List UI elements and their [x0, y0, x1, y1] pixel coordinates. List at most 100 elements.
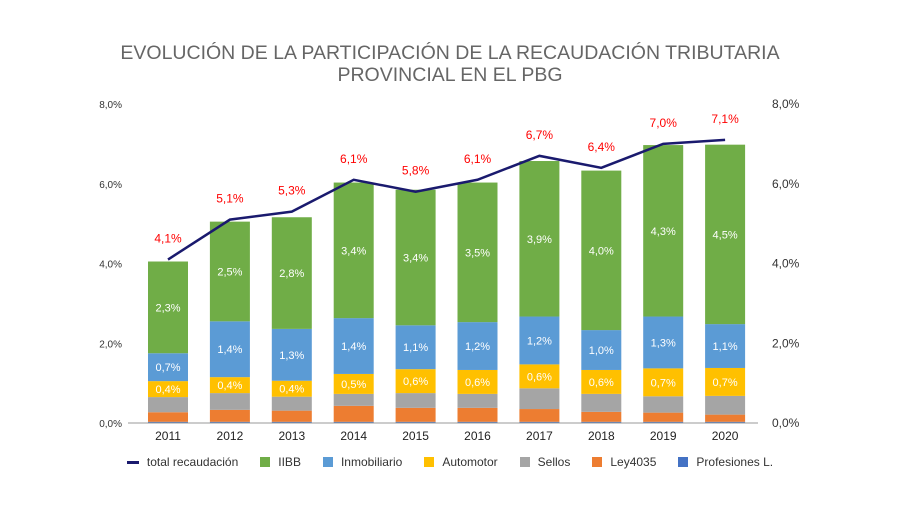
bar-automotor: [209, 377, 250, 394]
bar-profesiones-l-: [643, 421, 684, 423]
y-tick-left: 0,0%: [99, 419, 122, 430]
data-label: 1,4%: [217, 344, 242, 356]
bar-inmobiliario: [209, 321, 250, 378]
bar-iibb: [209, 221, 250, 322]
data-label: 3,5%: [465, 247, 490, 259]
x-tick: 2018: [588, 429, 615, 443]
data-label: 4,0%: [589, 245, 614, 257]
bar-profesiones-l-: [333, 421, 374, 423]
total-label: 6,1%: [340, 152, 368, 166]
data-label: 3,9%: [527, 234, 552, 246]
bar-ley4035: [457, 407, 498, 422]
y-tick-right: 6,0%: [772, 177, 800, 191]
bar-sellos: [457, 393, 498, 408]
bar-inmobiliario: [333, 318, 374, 374]
bar-automotor: [395, 369, 436, 394]
data-label: 0,6%: [465, 377, 490, 389]
data-label: 3,4%: [403, 253, 428, 265]
bar-ley4035: [333, 405, 374, 422]
y-tick-left: 8,0%: [99, 100, 122, 111]
bar-iibb: [581, 170, 622, 331]
legend-swatch: [126, 460, 139, 464]
legend-item: total recaudación: [126, 455, 238, 469]
legend-swatch: [322, 457, 333, 467]
legend-label: Inmobiliario: [340, 455, 403, 469]
bar-sellos: [395, 393, 436, 408]
data-label: 0,7%: [651, 377, 676, 389]
bar-automotor: [271, 380, 312, 397]
bar-ley4035: [271, 410, 312, 422]
bar-iibb: [519, 161, 560, 317]
legend-item: Sellos: [519, 455, 571, 469]
bar-iibb: [148, 261, 188, 354]
x-tick: 2017: [526, 429, 553, 443]
x-tick: 2016: [464, 429, 491, 443]
total-label: 6,7%: [526, 128, 554, 142]
x-tick: 2019: [650, 429, 677, 443]
data-label: 0,7%: [713, 377, 738, 389]
data-label: 1,2%: [527, 335, 552, 347]
legend-swatch: [592, 457, 603, 467]
bar-iibb: [271, 217, 312, 329]
total-label: 5,3%: [278, 184, 306, 198]
bar-iibb: [457, 182, 498, 323]
chart-title-line2: PROVINCIAL EN EL PBG: [337, 64, 563, 86]
bar-automotor: [643, 368, 684, 397]
bar-inmobiliario: [519, 316, 560, 365]
legend-swatch: [260, 457, 271, 467]
bar-ley4035: [148, 412, 188, 422]
legend-swatch: [424, 457, 435, 467]
bar-automotor: [705, 367, 746, 396]
bar-automotor: [333, 373, 374, 394]
bar-sellos: [271, 396, 312, 411]
bar-inmobiliario: [581, 330, 622, 370]
total-label: 7,0%: [650, 116, 678, 130]
legend-item: Inmobiliario: [322, 455, 403, 469]
legend-label: Profesiones L.: [696, 455, 774, 469]
bar-iibb: [395, 189, 436, 326]
bar-sellos: [209, 393, 250, 410]
bar-ley4035: [581, 411, 622, 422]
legend-item: Automotor: [424, 455, 498, 469]
legend-item: IIBB: [260, 455, 301, 469]
y-tick-left: 6,0%: [99, 180, 122, 191]
total-label: 6,1%: [464, 152, 492, 166]
legend-swatch: [519, 457, 530, 467]
data-label: 1,0%: [589, 345, 614, 357]
data-label: 0,4%: [279, 384, 304, 396]
legend-item: Ley4035: [592, 455, 656, 469]
data-label: 0,6%: [527, 371, 552, 383]
data-label: 0,6%: [403, 376, 428, 388]
y-tick-right: 0,0%: [772, 416, 800, 430]
data-label: 0,4%: [217, 380, 242, 392]
x-tick: 2015: [402, 429, 429, 443]
bar-inmobiliario: [271, 328, 312, 381]
bar-iibb: [705, 144, 746, 325]
data-label: 1,1%: [713, 341, 738, 353]
bar-ley4035: [519, 409, 560, 422]
total-label: 5,1%: [216, 192, 244, 206]
total-label: 4,1%: [154, 232, 182, 246]
bar-inmobiliario: [457, 322, 498, 370]
bar-profesiones-l-: [271, 421, 312, 423]
data-label: 1,1%: [403, 342, 428, 354]
bar-sellos: [148, 397, 188, 413]
bar-profesiones-l-: [209, 421, 250, 423]
bar-iibb: [333, 182, 374, 319]
bar-sellos: [519, 388, 560, 410]
data-label: 2,8%: [279, 268, 304, 280]
y-tick-right: 4,0%: [772, 257, 800, 271]
y-tick-right: 8,0%: [772, 97, 800, 111]
total-label: 5,8%: [402, 164, 430, 178]
data-label: 4,3%: [651, 226, 676, 238]
bar-profesiones-l-: [457, 421, 498, 423]
legend-label: Sellos: [537, 455, 571, 469]
bar-ley4035: [209, 409, 250, 422]
bar-inmobiliario: [395, 325, 436, 370]
legend-label: Ley4035: [610, 455, 657, 469]
bar-iibb: [643, 145, 684, 317]
data-label: 1,2%: [465, 341, 490, 353]
data-label: 1,4%: [341, 341, 366, 353]
